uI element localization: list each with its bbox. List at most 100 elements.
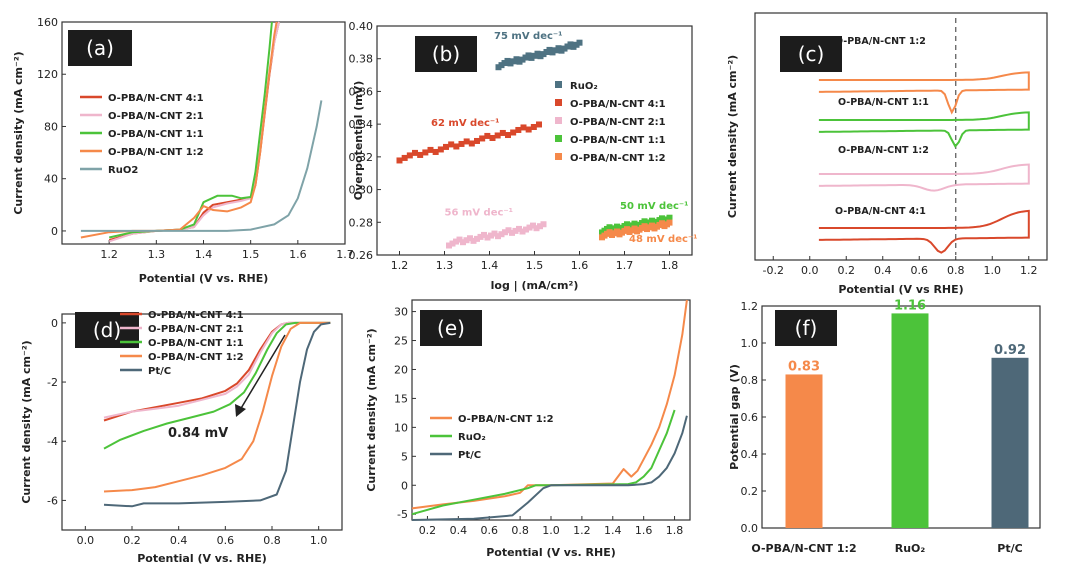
panel-e-x-tick-label: 0.4 [450,524,468,537]
panel-f-bar [785,374,823,528]
y-axis-label: Overpotential (mV) [352,81,365,200]
panel-c-x-tick-label: 0.4 [874,264,892,277]
panel-b-data-point [494,132,501,139]
panel-b-data-point [427,146,434,153]
panel-a-series-line [80,100,323,232]
panel-b-y-tick-label: 0.26 [349,249,374,262]
panel-b-x-tick-label: 1.6 [571,259,589,272]
panel-b-slope-label: 62 mV dec⁻¹ [431,118,500,129]
panel-b-data-point [499,129,506,136]
y-axis-label: Potential gap (V) [728,364,741,470]
panel-label: (c) [798,42,825,66]
panel-e-series-line [411,299,688,510]
panel-b-data-point [498,231,505,238]
panel-c-cv-curve [818,71,1030,115]
panel-e-y-tick-label: 30 [394,306,408,319]
panel-d-legend-entry: O-PBA/N-CNT 4:1 [148,310,244,321]
panel-d-legend-entry: Pt/C [148,366,171,377]
panel-b-data-point [537,223,543,230]
panel-a-y-tick-label: 80 [44,120,58,133]
panel-c-cv-curve [818,163,1030,192]
panel-d-annotation: 0.84 mV [168,426,228,441]
panel-b-data-point [449,240,456,247]
panel-f-y-tick-label: 0.2 [741,485,759,498]
panel-f-category-label: O-PBA/N-CNT 1:2 [751,542,856,555]
panel-b-data-point [432,148,439,155]
panel-b-data-point [509,229,515,236]
panel-b-data-point [453,143,460,150]
panel-b-data-point [479,135,486,142]
panel-d-y-tick-label: -2 [47,376,58,389]
panel-b-data-point [505,132,511,139]
panel-b-legend-entry: O-PBA/N-CNT 4:1 [570,99,666,110]
panel-label-box [415,36,477,72]
panel-b-data-point [470,237,477,244]
panel-e-legend-entry: Pt/C [458,450,481,461]
panel-e-x-tick-label: 1.4 [604,524,622,537]
panel-b-y-tick-label: 0.34 [349,118,374,131]
panel-c-x-tick-label: 0.8 [947,264,965,277]
y-axis-label: Current density (mA cm⁻²) [12,51,25,214]
panel-d-x-tick-label: 0.2 [123,534,141,547]
panel-d-legend-entry: O-PBA/N-CNT 1:1 [148,338,244,349]
panel-c-cv-curve [818,209,1030,254]
panel-b-y-tick-label: 0.40 [349,20,374,33]
panel-b-data-point [530,123,537,130]
panel-f-category-label: Pt/C [997,542,1022,555]
panel-b-legend-swatch [555,135,562,142]
panel-b-data-point [484,234,491,241]
panel-e-x-tick-label: 0.8 [511,524,529,537]
panel-b-data-point [523,226,529,233]
panel-b-legend-entry: O-PBA/N-CNT 2:1 [570,117,666,128]
panel-b-slope-label: 56 mV dec⁻¹ [445,208,514,219]
panel-b-slope-label: 48 mV dec⁻¹ [629,234,698,245]
panel-b-data-point [520,124,527,131]
panel-b-slope-label: 75 mV dec⁻¹ [494,31,563,42]
panel-a-legend-entry: RuO2 [108,165,138,176]
panel-e-x-tick-label: 0.6 [480,524,498,537]
panel-b-data-point [533,225,540,232]
panel-b-data-point [463,237,470,244]
panel-b-data-point [540,221,547,228]
panel-label: (b) [432,42,460,66]
panel-d-series-line [103,321,331,508]
panel-f-y-tick-label: 0.0 [741,522,759,535]
panel-d-frame [61,313,343,531]
panel-d-legend-entry: O-PBA/N-CNT 1:2 [148,352,244,363]
panel-b-legend-swatch [555,153,562,160]
panel-b-data-point [530,222,536,229]
panel-c-x-tick-label: 1.2 [1020,264,1038,277]
panel-d-arrow [239,334,286,411]
panel-c-curve-label: O-PBA/N-CNT 1:2 [835,36,926,47]
panel-b-x-tick-label: 1.5 [526,259,544,272]
panel-b-data-point [477,233,484,240]
panel-b-data-point [417,151,424,158]
y-axis-label: Current density (mA cm⁻²) [365,328,378,491]
x-axis-label: Potential (V vs RHE) [838,283,963,296]
panel-d-x-tick-label: 0.8 [263,534,281,547]
panel-b-data-point [505,227,512,234]
panel-b-data-point [446,242,452,249]
panel-e-y-tick-label: 20 [394,363,408,376]
panel-label: (a) [86,36,114,60]
panel-label: (f) [795,316,818,340]
panel-f-value-label: 0.92 [994,343,1026,358]
panel-f-value-label: 0.83 [788,359,820,374]
panel-e-y-tick-label: -5 [397,508,408,521]
panel-f-y-tick-label: 1.2 [741,300,759,313]
panel-b-legend-entry: RuO₂ [570,81,598,92]
panel-e-y-tick-label: 15 [394,392,408,405]
panel-b-data-point [474,137,480,144]
panel-b-data-point [456,236,463,243]
panel-d-legend-entry: O-PBA/N-CNT 2:1 [148,324,244,335]
panel-b-legend-swatch [555,99,562,106]
panel-label: (e) [437,316,465,340]
panel-f-y-tick-label: 1.0 [741,337,759,350]
panel-f-bar [891,313,929,528]
panel-a-legend-entry: O-PBA/N-CNT 4:1 [108,93,204,104]
panel-c-x-tick-label: -0.2 [763,264,784,277]
panel-b-data-point [519,228,526,235]
panel-c-curve-label: O-PBA/N-CNT 4:1 [835,206,926,217]
panel-e-x-tick-label: 1.2 [573,524,591,537]
panel-b-data-point [495,233,501,240]
